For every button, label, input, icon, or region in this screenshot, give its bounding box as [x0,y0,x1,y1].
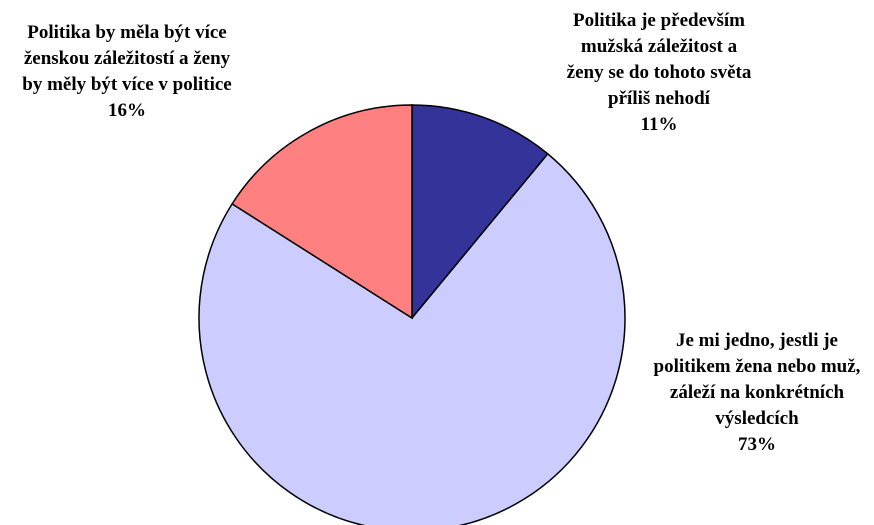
category-label: Je mi jedno, jestli je politikem žena ne… [653,330,861,429]
slice-label: Politika by měla být více ženskou záleži… [12,20,242,124]
value-label: 73% [738,434,776,455]
value-label: 16% [108,100,146,121]
value-label: 11% [640,114,678,135]
slice-label: Politika je především mužská záležitost … [563,8,755,138]
category-label: Politika by měla být více ženskou záleži… [22,22,232,95]
category-label: Politika je především mužská záležitost … [566,10,752,109]
slice-label: Je mi jedno, jestli je politikem žena ne… [652,328,862,458]
pie-slice [411,104,549,321]
pie-slice [198,152,626,525]
pie-slice [231,104,413,320]
